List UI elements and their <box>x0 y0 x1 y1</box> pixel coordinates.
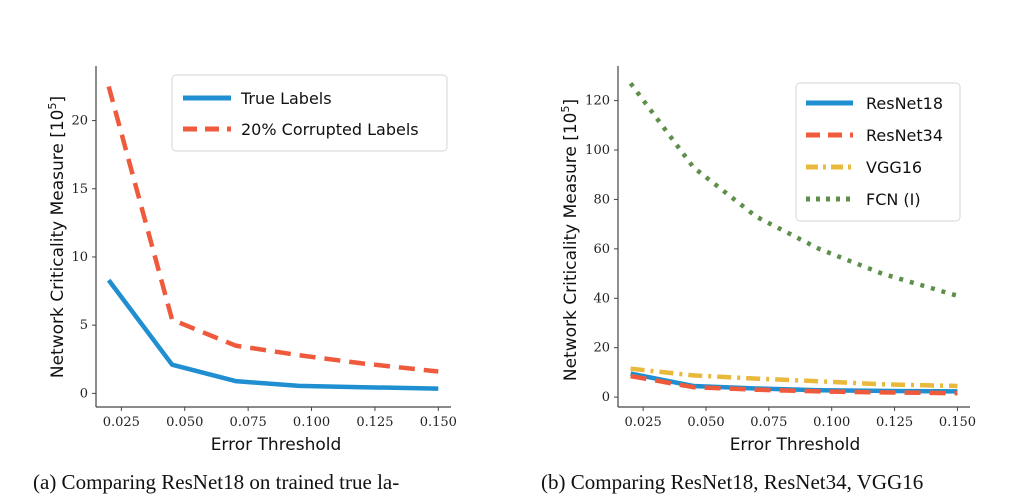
caption-b: (b) Comparing ResNet18, ResNet34, VGG16 <box>541 470 924 494</box>
chart-a-y-tick-label-1: 5 <box>80 318 88 333</box>
chart-b-x-tick-label-0: 0.025 <box>625 415 662 430</box>
chart-b-series-line-1 <box>630 373 958 396</box>
chart-b-legend-label-2: VGG16 <box>866 158 922 177</box>
chart-b-y-tick-label-1: 20 <box>593 341 610 356</box>
chart-a-x-tick-label-2: 0.075 <box>230 415 267 430</box>
chart-a-y-axis-label-close: ] <box>48 96 68 103</box>
chart-b-y-tick-label-0: 0 <box>602 390 610 405</box>
chart-b-legend-label-1: ResNet34 <box>866 126 943 145</box>
chart-b-x-axis-label: Error Threshold <box>730 435 861 455</box>
chart-b-x-tick-label-5: 0.150 <box>939 415 976 430</box>
chart-a-x-tick-label-4: 0.125 <box>356 415 393 430</box>
chart-a-legend: True Labels 20% Corrupted Labels <box>171 74 448 152</box>
chart-b-series <box>628 81 959 396</box>
chart-a-series-line-0 <box>106 278 439 391</box>
chart-a-y-axis-label-main: Network Criticality Measure [10 <box>48 110 68 379</box>
chart-b-x-tick-label-3: 0.100 <box>813 415 850 430</box>
chart-b-x-tick-label-4: 0.125 <box>876 415 913 430</box>
chart-b: 0 20 40 60 80 100 120 0.025 0.050 0.075 0.100 0.12… <box>559 66 976 455</box>
chart-b-series-line-2 <box>630 366 958 389</box>
chart-b-y-tick-label-5: 100 <box>585 143 610 158</box>
chart-b-legend-label-3: FCN (I) <box>866 190 921 209</box>
chart-a-x-ticks: 0.025 0.050 0.075 0.100 0.125 0.150 <box>103 407 457 430</box>
chart-a-x-tick-label-0: 0.025 <box>103 415 140 430</box>
chart-b-y-axis-label-exponent: 5 <box>559 106 572 113</box>
chart-b-y-axis-label: Network Criticality Measure [105] <box>559 99 581 381</box>
chart-a-x-tick-label-5: 0.150 <box>420 415 457 430</box>
chart-b-y-ticks: 0 20 40 60 80 100 120 <box>585 94 618 405</box>
chart-b-y-tick-label-6: 120 <box>585 94 610 109</box>
chart-b-y-tick-label-4: 80 <box>593 192 610 207</box>
chart-a-y-tick-label-4: 20 <box>71 114 88 129</box>
chart-a-x-tick-label-3: 0.100 <box>293 415 330 430</box>
chart-a-y-tick-label-2: 10 <box>71 250 88 265</box>
chart-b-y-tick-label-2: 40 <box>593 291 610 306</box>
chart-a-x-axis-label: Error Threshold <box>211 435 342 455</box>
chart-b-y-tick-label-3: 60 <box>593 242 610 257</box>
chart-a-y-tick-label-3: 15 <box>71 182 88 197</box>
chart-b-x-tick-label-1: 0.050 <box>687 415 724 430</box>
chart-a-y-axis-label-exponent: 5 <box>46 103 59 110</box>
chart-a-legend-label-0: True Labels <box>240 89 332 108</box>
chart-a-x-tick-label-1: 0.050 <box>166 415 203 430</box>
chart-a-series-line-1 <box>106 85 439 374</box>
chart-a-y-axis-label: Network Criticality Measure [105] <box>46 96 68 378</box>
chart-b-legend-box <box>795 82 961 222</box>
chart-b-x-ticks: 0.025 0.050 0.075 0.100 0.125 0.150 <box>625 407 976 430</box>
chart-b-series-line-3 <box>628 81 959 298</box>
chart-a-legend-box <box>171 74 448 152</box>
chart-b-x-tick-label-2: 0.075 <box>750 415 787 430</box>
chart-a-y-ticks: 0 5 10 15 20 <box>71 114 96 401</box>
chart-b-y-axis-label-main: Network Criticality Measure [10 <box>561 113 581 382</box>
caption-a: (a) Comparing ResNet18 on trained true l… <box>33 470 400 494</box>
chart-b-y-axis-label-close: ] <box>561 99 581 106</box>
chart-a-legend-label-1: 20% Corrupted Labels <box>241 120 419 139</box>
chart-b-legend: ResNet18 ResNet34 VGG16 FCN (I) <box>795 82 961 222</box>
chart-b-legend-label-0: ResNet18 <box>866 94 943 113</box>
chart-a-y-tick-label-0: 0 <box>80 386 88 401</box>
chart-a-series <box>106 85 439 391</box>
